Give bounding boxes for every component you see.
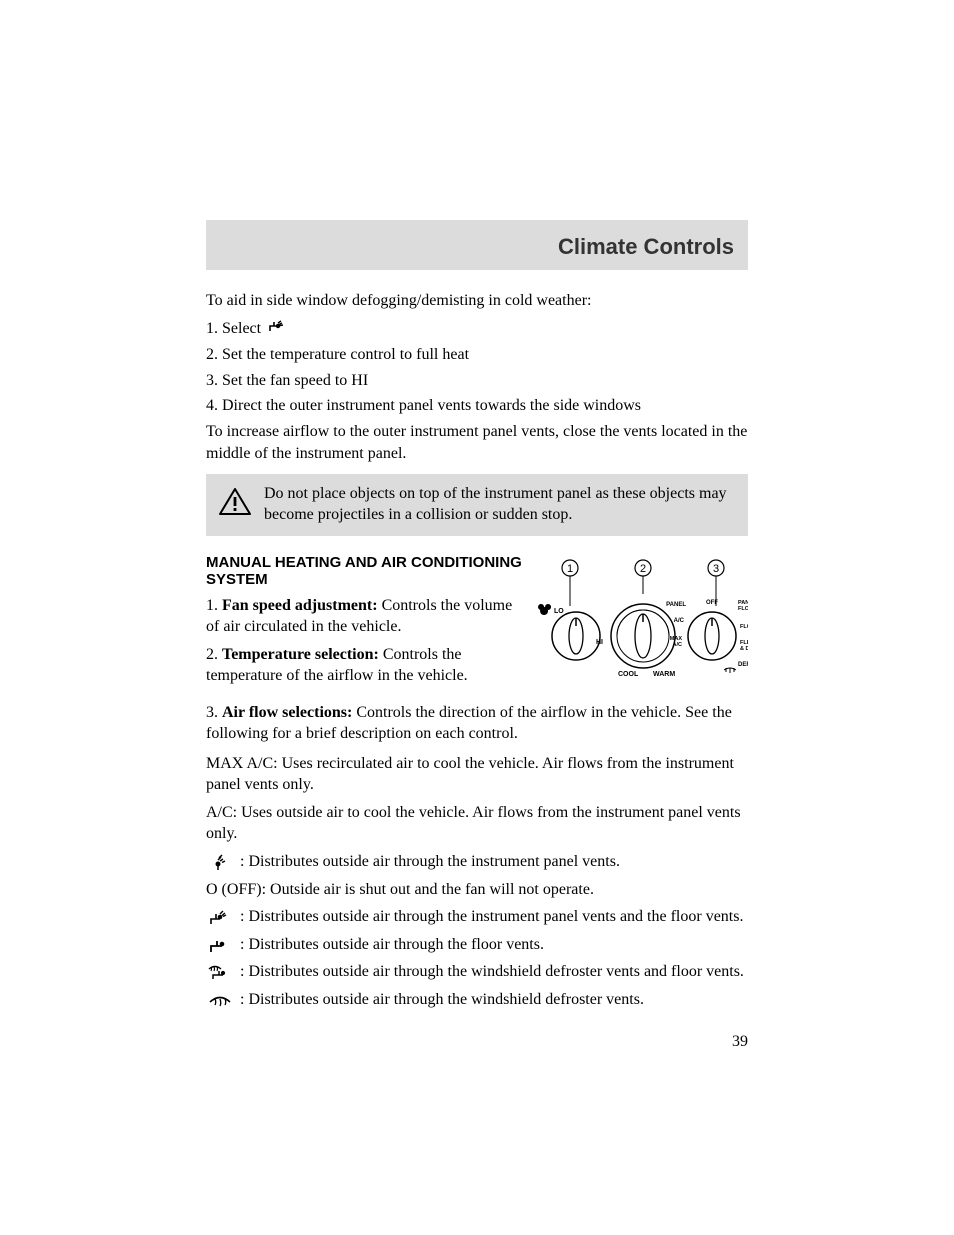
intro-text: To aid in side window defogging/demistin… bbox=[206, 290, 748, 312]
floor-text: Distributes outside air through the floo… bbox=[244, 936, 544, 953]
svg-text:WARM: WARM bbox=[653, 671, 675, 678]
svg-text:FLOOR: FLOOR bbox=[740, 624, 748, 630]
svg-text:COOL: COOL bbox=[618, 671, 639, 678]
item-3-label: Air flow selections: bbox=[222, 704, 352, 721]
item-1-label: Fan speed adjustment: bbox=[222, 597, 378, 614]
max-ac-text: Uses recirculated air to cool the vehicl… bbox=[206, 755, 734, 794]
ac-label: A/C: bbox=[206, 804, 237, 821]
svg-text:DEF: DEF bbox=[738, 662, 748, 668]
panel-text: Distributes outside air through the inst… bbox=[244, 853, 620, 870]
svg-text:2: 2 bbox=[640, 563, 646, 575]
item-1: 1. Fan speed adjustment: Controls the vo… bbox=[206, 596, 522, 638]
def-icon bbox=[206, 992, 234, 1008]
mode-ac: A/C: Uses outside air to cool the vehicl… bbox=[206, 802, 748, 845]
mode-panel-floor: : Distributes outside air through the in… bbox=[206, 906, 748, 928]
max-ac-label: MAX A/C: bbox=[206, 755, 278, 772]
step-3: 3. Set the fan speed to HI bbox=[206, 370, 748, 392]
diagram: 1 2 3 LO HI COOL bbox=[538, 554, 748, 689]
step-2: 2. Set the temperature control to full h… bbox=[206, 344, 748, 366]
panel-floor-icon-2 bbox=[206, 908, 234, 926]
svg-text:A/C: A/C bbox=[674, 618, 685, 624]
svg-text:1: 1 bbox=[567, 563, 573, 575]
ac-text: Uses outside air to cool the vehicle. Ai… bbox=[206, 804, 741, 843]
floor-icon bbox=[206, 936, 234, 954]
svg-text:LO: LO bbox=[554, 608, 564, 615]
mode-off: O (OFF): Outside air is shut out and the… bbox=[206, 879, 748, 901]
warning-box: Do not place objects on top of the instr… bbox=[206, 474, 748, 536]
mode-def: : Distributes outside air through the wi… bbox=[206, 989, 748, 1011]
svg-text:OFF: OFF bbox=[706, 600, 718, 606]
def-text: Distributes outside air through the wind… bbox=[244, 991, 643, 1008]
mode-floor-def: : Distributes outside air through the wi… bbox=[206, 961, 748, 983]
section-title: MANUAL HEATING AND AIR CONDITIONING SYST… bbox=[206, 554, 522, 588]
svg-text:FLOOR: FLOOR bbox=[738, 606, 748, 612]
mode-max-ac: MAX A/C: Uses recirculated air to cool t… bbox=[206, 753, 748, 796]
off-text: Outside air is shut out and the fan will… bbox=[266, 881, 594, 898]
step-1-prefix: 1. Select bbox=[206, 320, 261, 337]
svg-text:A/C: A/C bbox=[673, 642, 683, 648]
floor-def-icon bbox=[206, 963, 234, 981]
svg-text:3: 3 bbox=[713, 563, 719, 575]
floor-def-text: Distributes outside air through the wind… bbox=[244, 963, 743, 980]
page: Climate Controls To aid in side window d… bbox=[0, 0, 954, 1051]
svg-text:HI: HI bbox=[596, 639, 603, 646]
warning-icon bbox=[218, 487, 252, 522]
mode-panel: : Distributes outside air through the in… bbox=[206, 851, 748, 873]
left-column: MANUAL HEATING AND AIR CONDITIONING SYST… bbox=[206, 554, 522, 695]
warning-text: Do not place objects on top of the instr… bbox=[264, 484, 736, 526]
page-title: Climate Controls bbox=[220, 234, 734, 260]
item-3: 3. Air flow selections: Controls the dir… bbox=[206, 703, 748, 745]
panel-floor-icon bbox=[267, 318, 289, 341]
page-number: 39 bbox=[206, 1033, 748, 1051]
item-2: 2. Temperature selection: Controls the t… bbox=[206, 645, 522, 687]
svg-text:& DEF: & DEF bbox=[740, 646, 748, 652]
item-2-label: Temperature selection: bbox=[222, 646, 379, 663]
step-1: 1. Select bbox=[206, 318, 748, 341]
step-4: 4. Direct the outer instrument panel ven… bbox=[206, 395, 748, 417]
panel-icon bbox=[206, 853, 234, 871]
two-column-section: MANUAL HEATING AND AIR CONDITIONING SYST… bbox=[206, 554, 748, 695]
panel-floor-text: Distributes outside air through the inst… bbox=[244, 908, 743, 925]
svg-text:PANEL: PANEL bbox=[666, 602, 686, 608]
mode-floor: : Distributes outside air through the fl… bbox=[206, 934, 748, 956]
airflow-note: To increase airflow to the outer instrum… bbox=[206, 421, 748, 464]
header-band: Climate Controls bbox=[206, 220, 748, 270]
off-label: O (OFF): bbox=[206, 881, 266, 898]
